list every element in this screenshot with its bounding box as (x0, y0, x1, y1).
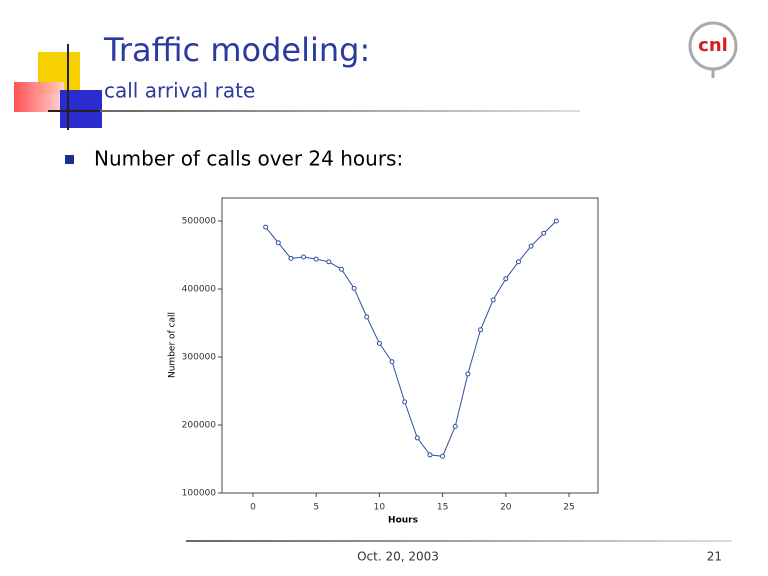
data-point (275, 240, 281, 246)
data-point (528, 243, 534, 249)
data-point (515, 259, 521, 265)
title: Traffic modeling: (103, 31, 370, 69)
y-tick-label: 300000 (182, 353, 217, 363)
decoration (14, 21, 738, 542)
page-number: 21 (707, 550, 722, 564)
data-point (465, 371, 471, 377)
data-point (313, 256, 319, 262)
data-point (427, 452, 433, 458)
data-point (263, 224, 269, 230)
plot-frame (221, 197, 599, 494)
y-axis-label: Number of call (168, 312, 178, 378)
data-point (503, 276, 509, 282)
data-point (440, 453, 446, 459)
x-tick-label: 15 (437, 503, 448, 513)
y-tick-label: 100000 (182, 489, 217, 499)
data-point (541, 230, 547, 236)
logo: cnl (698, 35, 728, 56)
data-point (301, 254, 307, 260)
data-point (338, 266, 344, 272)
data-point (326, 259, 332, 265)
data-point (389, 359, 395, 365)
x-axis-label: Hours (388, 516, 418, 526)
data-point (351, 285, 357, 291)
y-tick-label: 400000 (182, 285, 217, 295)
x-tick-label: 10 (374, 503, 386, 513)
y-tick-label: 500000 (182, 217, 217, 227)
x-tick-label: 5 (313, 503, 319, 513)
data-point (490, 297, 496, 303)
data-point (376, 340, 382, 346)
data-point (452, 423, 458, 429)
data-point (478, 327, 484, 333)
x-tick-label: 20 (500, 503, 512, 513)
data-point (553, 218, 559, 224)
y-tick-label: 200000 (182, 421, 217, 431)
data-point (402, 399, 408, 405)
data-point (414, 435, 420, 441)
footer-date: Oct. 20, 2003 (357, 550, 439, 564)
bullet-text: Number of calls over 24 hours: (94, 147, 403, 171)
x-tick-label: 0 (250, 503, 256, 513)
data-point (288, 255, 294, 261)
data-point (364, 314, 370, 320)
subtitle: call arrival rate (104, 79, 255, 103)
x-tick-label: 25 (563, 503, 574, 513)
